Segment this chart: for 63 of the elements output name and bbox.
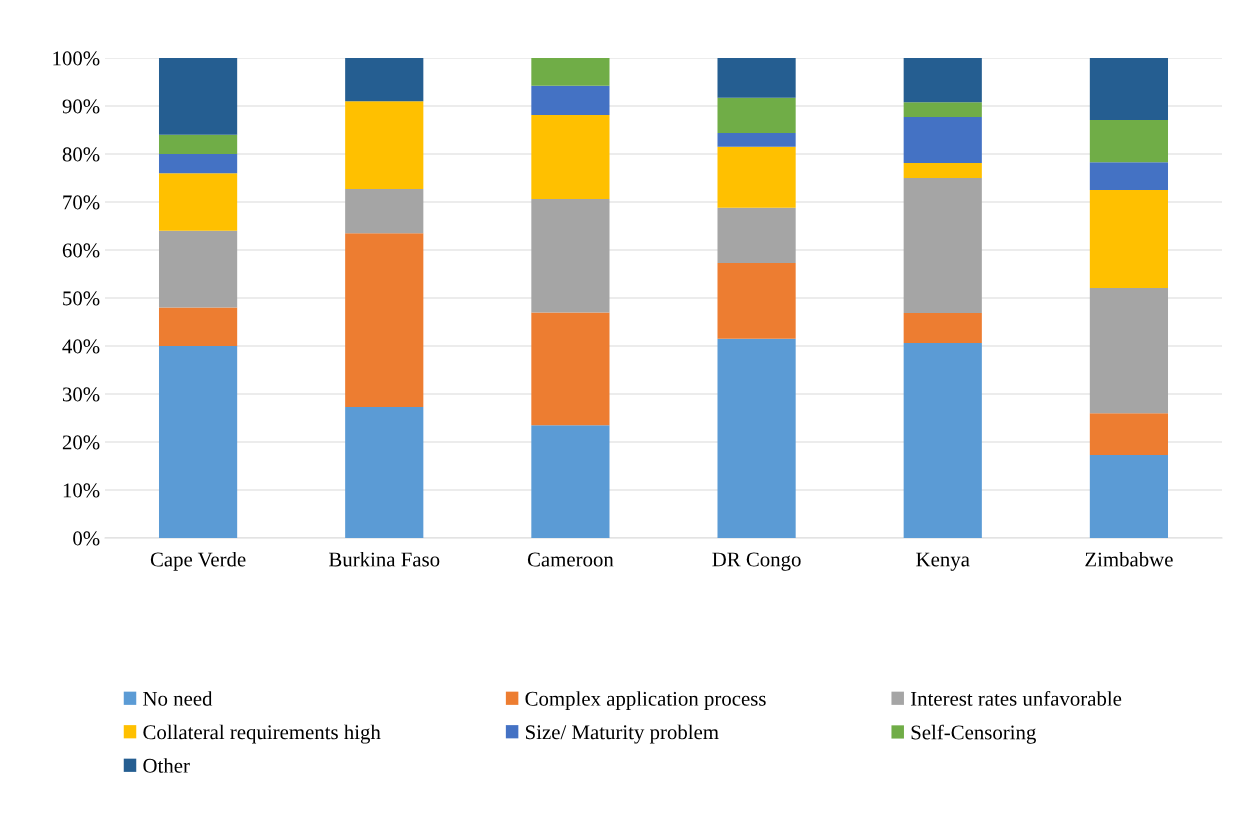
bar	[903, 178, 982, 313]
bar	[1089, 162, 1169, 190]
y-tick-label: 70%	[63, 195, 100, 210]
legend-label: Interest rates unfavorable	[910, 690, 1122, 706]
bar	[717, 97, 796, 133]
legend-label: Self-Censoring	[911, 724, 1036, 744]
bar	[717, 262, 796, 339]
y-tick-label: 20%	[62, 435, 100, 450]
x-tick-label: Burkina Faso	[329, 551, 440, 567]
bar	[345, 58, 424, 102]
bar	[903, 343, 982, 538]
bar	[1089, 58, 1169, 120]
bar	[717, 132, 796, 147]
bar	[158, 307, 238, 346]
bar	[1089, 287, 1169, 414]
bar	[158, 58, 238, 135]
x-tick-label: Zimbabwe	[1085, 551, 1173, 567]
bar	[903, 312, 982, 344]
x-tick-label: Cape Verde	[150, 551, 246, 571]
y-tick-label: 90%	[62, 99, 100, 114]
legend-label: Collateral requirements high	[143, 724, 381, 744]
bar	[717, 146, 796, 208]
bar	[903, 102, 982, 118]
bar	[158, 154, 238, 174]
y-tick-label: 100%	[53, 51, 100, 66]
bar	[903, 58, 982, 103]
x-tick-label: Kenya	[916, 552, 970, 571]
bar	[531, 312, 610, 426]
bar	[531, 115, 610, 200]
x-tick-label: DR Congo	[712, 552, 801, 571]
bar	[717, 58, 796, 98]
legend-label: Size/ Maturity problem	[526, 724, 719, 744]
bar	[717, 207, 796, 263]
bar	[158, 173, 238, 231]
bar	[158, 230, 238, 308]
bar	[531, 85, 610, 116]
bar	[1089, 413, 1169, 455]
legend-label: Complex application process	[525, 691, 766, 711]
y-tick-label: 80%	[62, 147, 100, 162]
y-tick-label: 40%	[62, 339, 100, 354]
bar	[345, 406, 424, 538]
bar	[717, 338, 796, 538]
bar	[531, 425, 610, 538]
bar	[158, 134, 238, 154]
bar	[903, 163, 982, 178]
bar	[158, 346, 238, 538]
bar	[345, 233, 424, 407]
y-tick-label: 30%	[62, 387, 100, 402]
bar	[1089, 454, 1169, 538]
y-tick-label: 60%	[62, 243, 100, 258]
bar	[1089, 119, 1169, 163]
bar	[345, 101, 424, 190]
bar	[903, 117, 982, 164]
bar	[1089, 190, 1169, 288]
bar	[531, 199, 610, 313]
bar	[531, 58, 610, 86]
x-tick-label: Cameroon	[527, 552, 614, 567]
y-tick-label: 0%	[73, 531, 100, 546]
y-tick-label: 10%	[63, 483, 100, 498]
y-tick-label: 50%	[63, 291, 100, 306]
bar	[345, 189, 424, 234]
legend-label: Other	[143, 758, 190, 773]
legend-label: No need	[143, 691, 213, 706]
